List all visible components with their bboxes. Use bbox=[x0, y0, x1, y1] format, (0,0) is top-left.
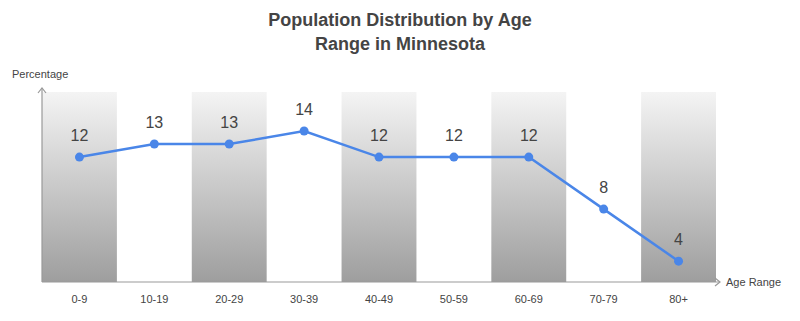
data-label: 13 bbox=[145, 114, 163, 131]
x-tick: 20-29 bbox=[215, 293, 243, 305]
band bbox=[192, 92, 267, 282]
x-tick: 50-59 bbox=[440, 293, 468, 305]
title-line: Range in Minnesota bbox=[315, 34, 486, 54]
marker bbox=[75, 153, 84, 162]
line bbox=[79, 131, 678, 261]
x-tick-label: 80+ bbox=[669, 293, 688, 305]
marker bbox=[674, 257, 683, 266]
band bbox=[641, 92, 716, 282]
marker bbox=[225, 140, 234, 149]
x-tick-label: 50-59 bbox=[440, 293, 468, 305]
band bbox=[342, 92, 417, 282]
marker bbox=[524, 153, 533, 162]
x-axis-line bbox=[42, 281, 720, 282]
chart: 0-9 10-19 20-29 30-39 40-49 50-59 60-69 70-79 80… bbox=[0, 0, 800, 321]
data-label: 13 bbox=[220, 114, 238, 131]
x-tick-label: 30-39 bbox=[290, 293, 318, 305]
data-labels: 12 13 13 14 12 12 12 8 4 bbox=[71, 101, 684, 248]
marker bbox=[300, 127, 309, 136]
data-label: 12 bbox=[520, 127, 538, 144]
x-tick: 0-9 bbox=[71, 293, 87, 305]
x-tick-label: 10-19 bbox=[140, 293, 168, 305]
y-axis-line bbox=[41, 88, 42, 282]
title: Population Distribution by Age Range in M… bbox=[268, 10, 531, 54]
x-tick: 70-79 bbox=[590, 293, 618, 305]
x-axis-title: Age Range bbox=[726, 276, 781, 288]
x-tick-label: 40-49 bbox=[365, 293, 393, 305]
data-label: 4 bbox=[674, 231, 683, 248]
y-axis bbox=[42, 88, 43, 282]
x-tick-label: 0-9 bbox=[71, 293, 87, 305]
x-axis: 0-9 10-19 20-29 30-39 40-49 50-59 60-69 70-79 80… bbox=[42, 282, 720, 305]
title-line: Population Distribution by Age bbox=[268, 10, 531, 30]
x-tick-label: 60-69 bbox=[515, 293, 543, 305]
marker bbox=[375, 153, 384, 162]
y-axis-title: Percentage bbox=[12, 68, 68, 80]
marker bbox=[449, 153, 458, 162]
band bbox=[42, 92, 117, 282]
data-label: 12 bbox=[370, 127, 388, 144]
x-tick: 40-49 bbox=[365, 293, 393, 305]
x-tick: 10-19 bbox=[140, 293, 168, 305]
band bbox=[491, 92, 566, 282]
plot-area bbox=[75, 127, 683, 266]
data-label: 14 bbox=[295, 101, 313, 118]
x-tick: 80+ bbox=[669, 293, 688, 305]
x-tick-label: 70-79 bbox=[590, 293, 618, 305]
data-label: 12 bbox=[445, 127, 463, 144]
data-label: 8 bbox=[599, 179, 608, 196]
x-tick-label: 20-29 bbox=[215, 293, 243, 305]
x-tick: 60-69 bbox=[515, 293, 543, 305]
bands bbox=[42, 92, 716, 282]
marker bbox=[150, 140, 159, 149]
data-label: 12 bbox=[71, 127, 89, 144]
marker bbox=[599, 205, 608, 214]
x-tick: 30-39 bbox=[290, 293, 318, 305]
